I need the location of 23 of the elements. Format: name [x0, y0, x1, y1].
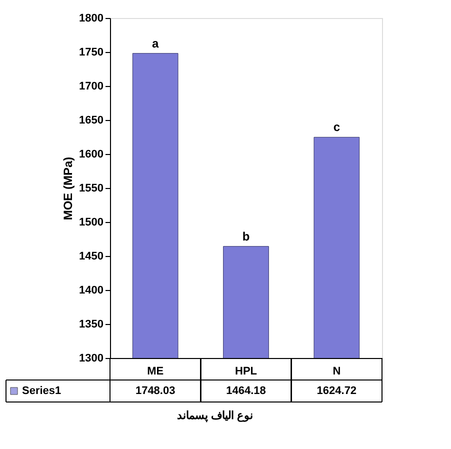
annotation: a: [152, 36, 159, 50]
x-tick-label: N: [332, 366, 341, 378]
x-tick-label: ME: [147, 366, 164, 378]
x-axis-title: نوع الیاف پسماند: [176, 410, 254, 422]
y-tick-label: 1500: [79, 216, 104, 228]
data-label: 1624.72: [316, 385, 357, 397]
data-label: 1464.18: [226, 385, 266, 397]
y-axis-title: MOE (MPa): [61, 156, 76, 220]
x-tick-label: HPL: [235, 366, 258, 378]
y-tick-label: 1800: [79, 12, 104, 24]
data-label: 1748.03: [135, 385, 176, 397]
y-tick-label: 1300: [79, 352, 104, 364]
y-tick-label: 1400: [79, 284, 104, 296]
y-tick-label: 1350: [79, 318, 104, 330]
y-tick-label: 1600: [79, 148, 104, 160]
y-tick-label: 1700: [79, 80, 104, 92]
y-tick-label: 1550: [79, 182, 104, 194]
y-tick-label: 1450: [79, 250, 104, 262]
y-tick-label: 1750: [79, 46, 104, 58]
y-tick-label: 1650: [79, 114, 104, 126]
annotation: b: [242, 229, 250, 244]
legend-label: Series1: [22, 385, 62, 397]
annotation: c: [333, 120, 340, 134]
